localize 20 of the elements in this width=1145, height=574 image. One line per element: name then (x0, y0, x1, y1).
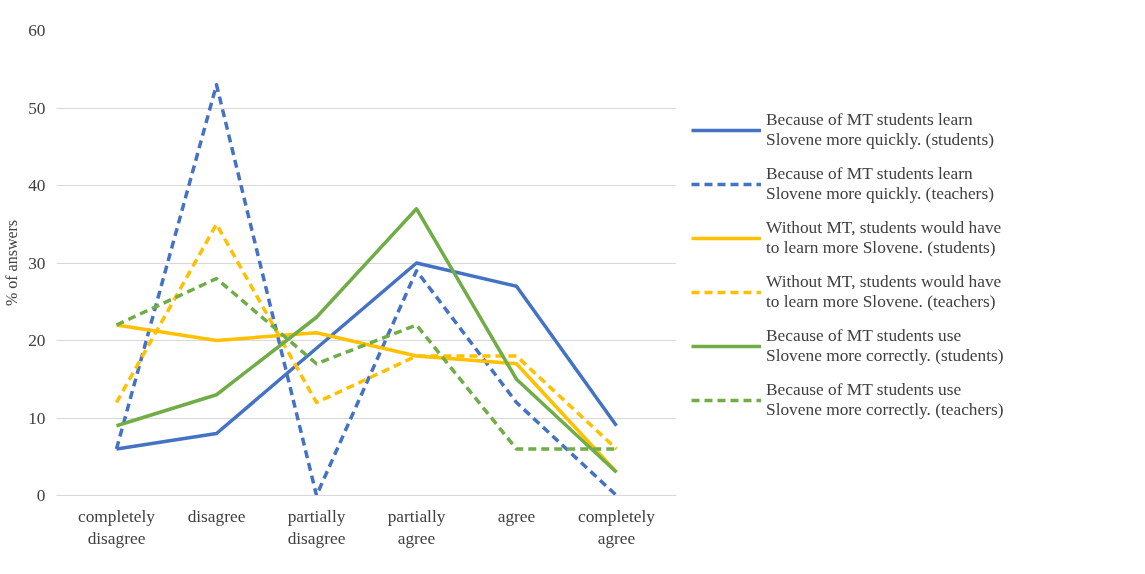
x-tick-label: agree (497, 506, 536, 526)
legend-label: Because of MT students learn Slovene more quickly. (teachers) (766, 164, 994, 204)
x-tick-label: disagree (187, 506, 246, 526)
y-tick-label: 50 (28, 98, 46, 118)
y-tick-label: 40 (28, 176, 46, 195)
y-axis-title: % of answers (3, 219, 21, 307)
y-tick-label: 20 (28, 331, 46, 350)
x-tick-label: completely disagree (78, 506, 156, 549)
y-tick-label: 10 (28, 408, 46, 428)
x-tick-label: completely agree (578, 506, 656, 549)
y-tick-label: 30 (28, 253, 46, 273)
y-tick-label: 0 (36, 486, 46, 505)
y-tick-label: 60 (28, 21, 46, 40)
legend-label: Without MT, students would have to learn more Slovene. (students) (766, 218, 1002, 258)
legend-label: Without MT, students would have to learn more Slovene. (teachers) (766, 272, 1002, 312)
legend-label: Because of MT students learn Slovene more quickly. (students) (766, 110, 994, 150)
x-tick-label: partially agree (387, 506, 446, 549)
legend-label: Because of MT students use Slovene more correctly. (teachers) (766, 380, 1004, 420)
x-tick-label: partially disagree (287, 506, 346, 549)
legend-label: Because of MT students use Slovene more correctly. (students) (766, 326, 1004, 366)
